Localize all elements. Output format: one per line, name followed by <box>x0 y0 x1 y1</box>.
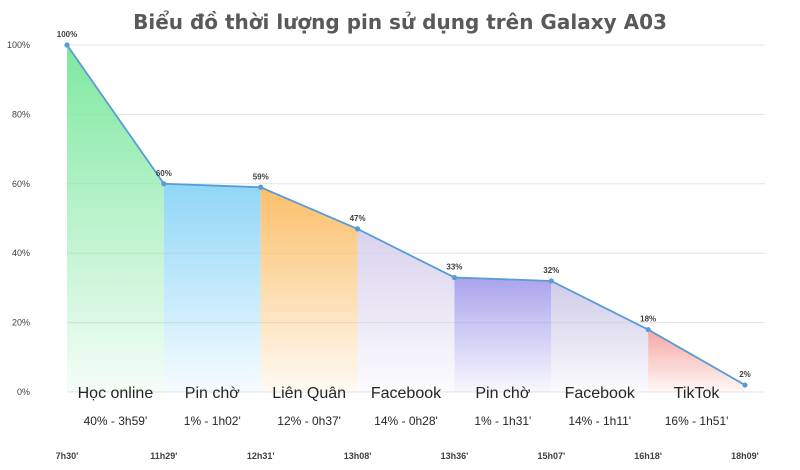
y-tick-label: 0% <box>17 387 30 397</box>
data-label: 33% <box>446 262 462 271</box>
chart-title: Biểu đồ thời lượng pin sử dụng trên Gala… <box>133 10 667 34</box>
data-label: 60% <box>156 169 172 178</box>
area-segment <box>551 280 649 392</box>
area-segment <box>357 228 455 392</box>
segment-label: Facebook <box>565 385 636 402</box>
segment-label: Pin chờ <box>185 385 240 402</box>
data-point <box>354 226 361 232</box>
x-axis: 7h30' 11h29' 12h31' 13h08' 13h36' 15h07' 16h18… <box>56 451 759 461</box>
segment-label: Liên Quân <box>272 385 346 402</box>
data-label: 100% <box>57 30 77 39</box>
data-point <box>258 184 264 190</box>
segment-label: Facebook <box>371 385 442 402</box>
data-label: 47% <box>350 214 366 223</box>
area-segment <box>67 45 164 392</box>
segment-detail: 14% - 1h11' <box>568 414 631 428</box>
data-point <box>645 326 651 333</box>
x-tick-label: 15h07' <box>537 451 565 461</box>
data-label: 2% <box>739 370 751 379</box>
y-tick-label: 40% <box>12 248 30 258</box>
y-tick-label: 100% <box>7 40 30 50</box>
segment-labels: Học online 40% - 3h59' Pin chờ 1% - 1h02' Li… <box>78 385 729 428</box>
y-axis: 0% 20% 40% 60% 80% 100% <box>7 40 30 397</box>
data-points <box>64 42 748 388</box>
x-tick-label: 13h08' <box>344 451 372 461</box>
data-point <box>161 181 167 187</box>
segment-detail: 40% - 3h59' <box>84 414 148 428</box>
y-tick-label: 80% <box>12 109 30 119</box>
data-label: 59% <box>253 172 269 181</box>
series-line-path <box>66 44 746 386</box>
y-tick-label: 20% <box>12 318 30 328</box>
data-point <box>742 382 748 388</box>
area-segment <box>163 183 261 392</box>
data-labels: 100% 60% 59% 47% 33% 32% 18% 2% <box>57 30 751 379</box>
data-point <box>451 274 458 281</box>
x-tick-label: 7h30' <box>56 451 79 461</box>
y-tick-label: 60% <box>12 179 30 189</box>
data-label: 32% <box>543 266 559 275</box>
data-point <box>548 278 554 284</box>
segment-label: Học online <box>78 385 154 402</box>
x-tick-label: 12h31' <box>247 451 275 461</box>
segment-label: Pin chờ <box>475 385 530 402</box>
series-line <box>66 44 746 386</box>
segment-detail: 12% - 0h37' <box>277 414 341 428</box>
x-tick-label: 13h36' <box>441 451 469 461</box>
data-label: 18% <box>640 315 656 324</box>
segment-detail: 1% - 1h02' <box>184 414 241 428</box>
segment-label: TikTok <box>674 385 721 402</box>
area-segment <box>260 187 358 392</box>
x-tick-label: 11h29' <box>150 451 177 461</box>
x-tick-label: 16h18' <box>634 451 662 461</box>
x-tick-label: 18h09' <box>731 451 759 461</box>
segment-detail: 1% - 1h31' <box>474 414 531 428</box>
data-point <box>64 42 70 48</box>
segment-detail: 14% - 0h28' <box>374 414 438 428</box>
area-segment <box>454 277 552 392</box>
segment-detail: 16% - 1h51' <box>665 414 729 428</box>
area-segment <box>648 329 745 392</box>
area-segments <box>67 45 745 392</box>
